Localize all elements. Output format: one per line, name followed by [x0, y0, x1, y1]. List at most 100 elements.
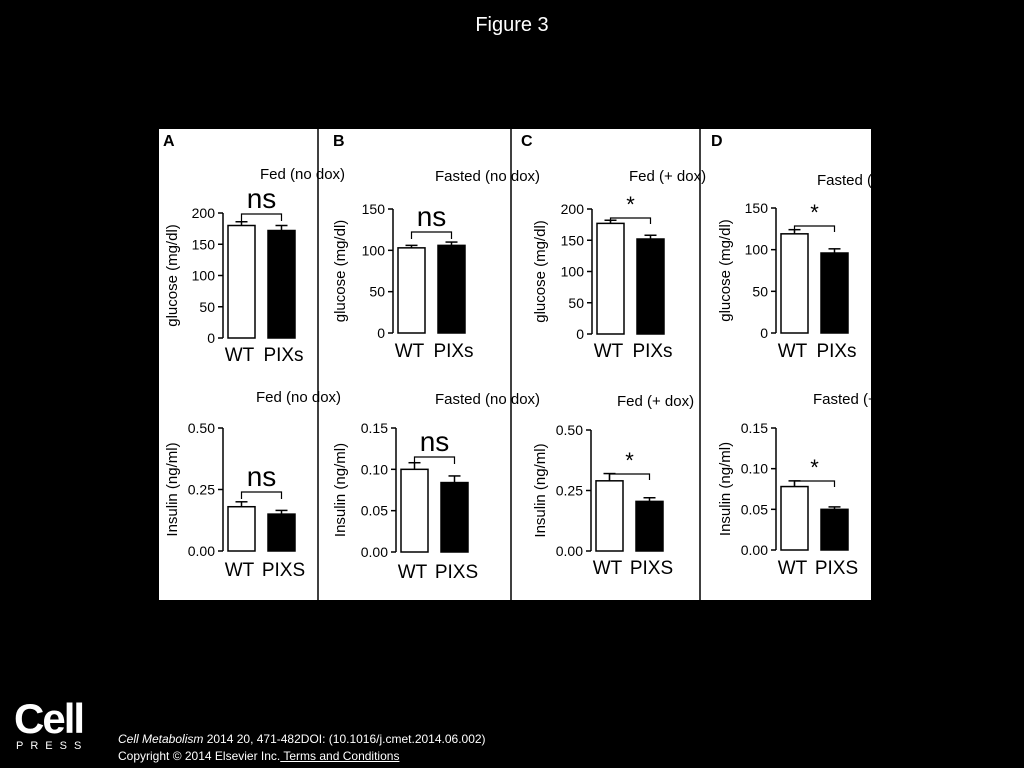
y-axis-label-b-insulin: Insulin (ng/ml)	[332, 443, 349, 537]
y-tick-label-a-glucose-2: 100	[192, 268, 216, 284]
y-tick-label-b-glucose-2: 100	[362, 242, 386, 258]
significance-bracket-d-insulin	[793, 480, 836, 487]
y-tick-label-b-glucose-3: 150	[362, 201, 386, 217]
chart-title-a-insulin: Fed (no dox)	[256, 389, 341, 406]
y-tick-label-c-glucose-4: 200	[561, 201, 585, 217]
y-tick-label-b-insulin-3: 0.15	[361, 420, 388, 436]
x-label-d-glucose-wt: WT	[778, 341, 808, 362]
x-label-b-glucose-wt: WT	[395, 341, 425, 362]
panel-letter-a: A	[163, 133, 175, 150]
significance-bracket-a-insulin	[240, 491, 283, 499]
y-tick-label-b-glucose-1: 50	[369, 284, 385, 300]
copyright-text: Copyright © 2014 Elsevier Inc.	[118, 749, 281, 763]
y-tick-label-a-glucose-1: 50	[199, 299, 215, 315]
chart-title-d-glucose: Fasted (+ dox)	[817, 172, 871, 189]
x-label-d-glucose-pixs: PIXs	[816, 341, 856, 362]
significance-label-d-insulin: *	[810, 455, 819, 480]
x-label-d-insulin-pixs: PIXS	[815, 558, 858, 579]
y-tick-label-a-glucose-3: 150	[192, 236, 216, 252]
chart-title-b-glucose: Fasted (no dox)	[435, 168, 540, 185]
y-axis-label-c-insulin: Insulin (ng/ml)	[532, 443, 549, 537]
y-tick-label-d-glucose-3: 150	[745, 200, 769, 216]
y-tick-label-c-insulin-0: 0.00	[556, 543, 583, 559]
significance-label-a-glucose: ns	[247, 183, 277, 214]
y-tick-label-d-glucose-1: 50	[752, 283, 768, 299]
y-axis-label-d-glucose: glucose (mg/dl)	[717, 219, 734, 322]
y-tick-label-c-insulin-1: 0.25	[556, 483, 583, 499]
journal-name: Cell Metabolism	[118, 732, 204, 746]
y-tick-label-b-insulin-1: 0.05	[361, 503, 388, 519]
bar-d-insulin-wt	[780, 485, 809, 551]
bar-a-insulin-pixs	[267, 513, 296, 552]
bar-b-glucose-wt	[397, 247, 426, 334]
significance-label-c-insulin: *	[625, 448, 634, 473]
significance-label-d-glucose: *	[810, 200, 819, 225]
y-tick-label-b-insulin-2: 0.10	[361, 461, 388, 477]
bar-c-insulin-wt	[595, 480, 624, 552]
y-axis-label-d-insulin: Insulin (ng/ml)	[717, 442, 734, 536]
bar-d-glucose-pixs	[820, 252, 849, 334]
x-label-c-insulin-wt: WT	[593, 558, 623, 579]
logo-word: Cell	[14, 695, 85, 742]
significance-label-b-insulin: ns	[420, 426, 450, 457]
bar-a-insulin-wt	[227, 505, 256, 552]
significance-bracket-d-glucose	[793, 225, 836, 232]
y-tick-label-c-glucose-1: 50	[568, 295, 584, 311]
y-tick-label-a-glucose-4: 200	[192, 205, 216, 221]
y-tick-label-d-insulin-3: 0.15	[741, 420, 768, 436]
significance-label-c-glucose: *	[626, 192, 635, 217]
bar-b-insulin-pixs	[440, 481, 469, 553]
x-label-c-glucose-pixs: PIXs	[632, 341, 672, 362]
y-axis-label-c-glucose: glucose (mg/dl)	[532, 220, 549, 323]
x-label-a-insulin-wt: WT	[225, 560, 255, 581]
terms-link[interactable]: Terms and Conditions	[280, 749, 400, 763]
significance-label-b-glucose: ns	[417, 201, 447, 232]
x-label-c-glucose-wt: WT	[594, 341, 624, 362]
y-tick-label-d-glucose-2: 100	[745, 242, 769, 258]
y-tick-label-a-insulin-1: 0.25	[188, 482, 215, 498]
significance-bracket-b-insulin	[413, 456, 456, 464]
panel-letter-d: D	[711, 133, 723, 150]
cell-press-logo: Cell PRESS	[14, 695, 89, 753]
significance-bracket-c-insulin	[608, 473, 651, 480]
x-label-a-insulin-pixs: PIXS	[262, 560, 305, 581]
chart-title-c-insulin: Fed (+ dox)	[617, 393, 694, 410]
y-tick-label-b-insulin-0: 0.00	[361, 544, 388, 560]
x-label-a-glucose-pixs: PIXs	[263, 345, 303, 366]
x-label-d-insulin-wt: WT	[778, 558, 808, 579]
y-tick-label-c-glucose-2: 100	[561, 264, 585, 280]
chart-title-a-glucose: Fed (no dox)	[260, 166, 345, 183]
significance-label-a-insulin: ns	[247, 461, 277, 492]
y-tick-label-b-glucose-0: 0	[377, 325, 385, 341]
bar-a-glucose-wt	[227, 224, 256, 339]
y-tick-label-d-insulin-1: 0.05	[741, 501, 768, 517]
citation-details: 2014 20, 471-482DOI: (10.1016/j.cmet.201…	[203, 732, 486, 746]
y-axis-label-b-glucose: glucose (mg/dl)	[332, 220, 349, 323]
citation-block: Cell Metabolism 2014 20, 471-482DOI: (10…	[118, 731, 486, 765]
x-label-b-insulin-wt: WT	[398, 562, 428, 583]
x-label-b-glucose-pixs: PIXs	[433, 341, 473, 362]
y-tick-label-a-glucose-0: 0	[207, 330, 215, 346]
y-tick-label-c-insulin-2: 0.50	[556, 422, 583, 438]
chart-title-b-insulin: Fasted (no dox)	[435, 391, 540, 408]
citation-line: Cell Metabolism 2014 20, 471-482DOI: (10…	[118, 731, 486, 748]
y-tick-label-d-insulin-0: 0.00	[741, 542, 768, 558]
bar-b-insulin-wt	[400, 468, 429, 553]
x-label-b-insulin-pixs: PIXS	[435, 562, 478, 583]
y-tick-label-c-glucose-3: 150	[561, 232, 585, 248]
bar-b-glucose-pixs	[437, 244, 466, 334]
chart-title-c-glucose: Fed (+ dox)	[629, 168, 706, 185]
bar-c-glucose-pixs	[636, 238, 665, 335]
y-tick-label-a-insulin-0: 0.00	[188, 543, 215, 559]
panel-letter-b: B	[333, 133, 345, 150]
panel-letter-c: C	[521, 133, 533, 150]
x-label-a-glucose-wt: WT	[225, 345, 255, 366]
figure-panel: A B C D Fed (no dox) 0 50 100 150 200 glucose (mg/…	[159, 129, 871, 600]
y-tick-label-d-glucose-0: 0	[760, 325, 768, 341]
logo-subtitle: PRESS	[16, 740, 89, 752]
significance-bracket-a-glucose	[240, 213, 283, 221]
y-tick-label-c-glucose-0: 0	[576, 326, 584, 342]
bar-c-insulin-pixs	[635, 500, 664, 552]
y-axis-label-a-insulin: Insulin (ng/ml)	[164, 442, 181, 536]
x-label-c-insulin-pixs: PIXS	[630, 558, 673, 579]
